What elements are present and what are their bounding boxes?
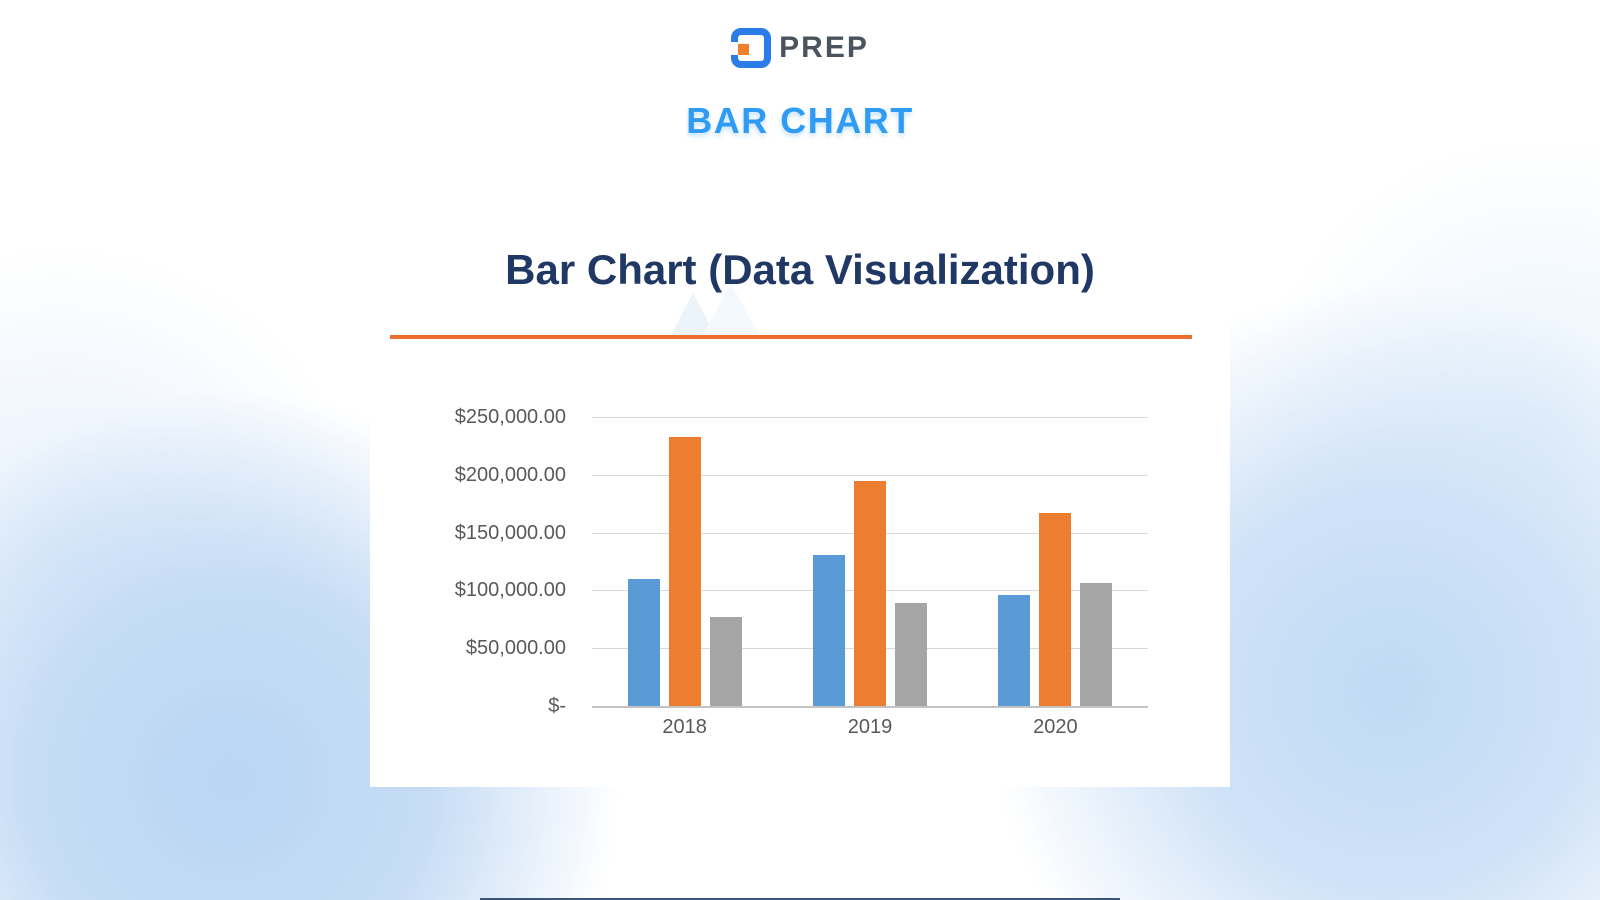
chart-card: Bar Chart (Data Visualization) $250,000.… — [370, 180, 1230, 787]
bar-2020-series-gray — [1080, 583, 1113, 706]
bar-2020-series-blue — [998, 595, 1031, 706]
logo-notch-shape — [731, 42, 739, 55]
y-axis-tick-label: $100,000.00 — [454, 579, 566, 602]
plot-area — [592, 417, 1148, 708]
mountain-triangle-decoration — [702, 283, 760, 337]
logo-orange-square — [738, 44, 750, 55]
y-axis-tick-label: $150,000.00 — [454, 521, 566, 544]
bar-2019-series-gray — [895, 603, 927, 706]
page-header: PREP BAR CHART — [0, 28, 1600, 142]
bar-2018-series-orange — [668, 436, 701, 706]
gridline-250000 — [592, 417, 1148, 418]
page-heading: BAR CHART — [686, 100, 914, 141]
y-axis-tick-label: $- — [548, 695, 566, 717]
bar-2018-series-blue — [627, 578, 660, 706]
bar-group-2019 — [813, 480, 927, 706]
x-axis-tick-label-2019: 2019 — [847, 716, 893, 738]
bar-chart: $250,000.00 $200,000.00 $150,000.00 $100,00… — [370, 406, 1148, 757]
y-axis-tick-label: $50,000.00 — [465, 637, 566, 660]
orange-divider-rule — [390, 335, 1192, 339]
bar-2019-series-blue — [813, 554, 845, 706]
prep-logo: PREP — [0, 28, 1600, 68]
logo-wordmark: PREP — [779, 31, 869, 64]
x-axis-tick-label-2020: 2020 — [1033, 716, 1078, 738]
bottom-edge-strip — [480, 898, 1120, 900]
chart-title: Bar Chart (Data Visualization) — [505, 246, 1095, 293]
y-axis-tick-label: $200,000.00 — [454, 463, 566, 486]
gridline-200000 — [592, 474, 1148, 476]
bar-2020-series-orange — [1039, 512, 1072, 706]
bar-group-2020 — [998, 512, 1113, 706]
bar-2018-series-gray — [709, 617, 742, 706]
bar-group-2018 — [627, 436, 742, 706]
y-axis-tick-label: $250,000.00 — [454, 406, 566, 428]
x-axis-tick-label-2018: 2018 — [662, 716, 707, 738]
bar-2019-series-orange — [854, 480, 886, 706]
prep-logo-icon — [731, 28, 772, 68]
